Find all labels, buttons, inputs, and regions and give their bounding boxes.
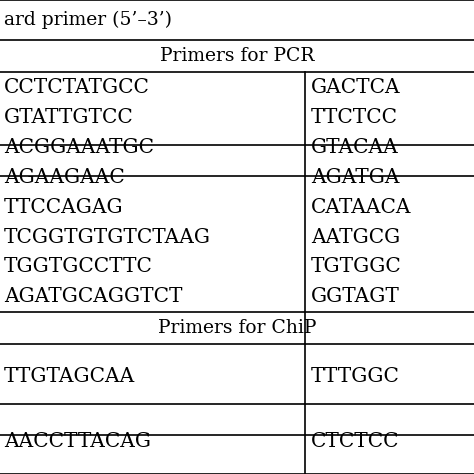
Text: TCGGTGTGTCTAAG: TCGGTGTGTCTAAG [4, 228, 211, 246]
Text: AATGCG: AATGCG [311, 228, 400, 246]
Text: GGTAGT: GGTAGT [311, 288, 400, 307]
Text: TTCTCC: TTCTCC [311, 108, 398, 127]
Text: GTATTGTCC: GTATTGTCC [4, 108, 134, 127]
Text: TTCCAGAG: TTCCAGAG [4, 198, 124, 217]
Text: CATAACA: CATAACA [311, 198, 411, 217]
Text: GACTCA: GACTCA [311, 78, 401, 97]
Text: CCTCTATGCC: CCTCTATGCC [4, 78, 150, 97]
Text: CTCTCC: CTCTCC [311, 432, 400, 451]
Text: GTACAA: GTACAA [311, 137, 399, 156]
Text: Primers for ChiP: Primers for ChiP [158, 319, 316, 337]
Text: TGTGGC: TGTGGC [311, 257, 402, 276]
Text: Primers for PCR: Primers for PCR [160, 47, 314, 65]
Text: AGATGCAGGTCT: AGATGCAGGTCT [4, 288, 182, 307]
Text: AACCTTACAG: AACCTTACAG [4, 432, 151, 451]
Text: ard primer (5’–3’): ard primer (5’–3’) [4, 11, 172, 29]
Text: TTGTAGCAA: TTGTAGCAA [4, 367, 135, 386]
Text: TTTGGC: TTTGGC [311, 367, 400, 386]
Text: ACGGAAATGC: ACGGAAATGC [4, 137, 154, 156]
Text: AGAAGAAC: AGAAGAAC [4, 167, 125, 186]
Text: AGATGA: AGATGA [311, 167, 400, 186]
Text: TGGTGCCTTC: TGGTGCCTTC [4, 257, 153, 276]
